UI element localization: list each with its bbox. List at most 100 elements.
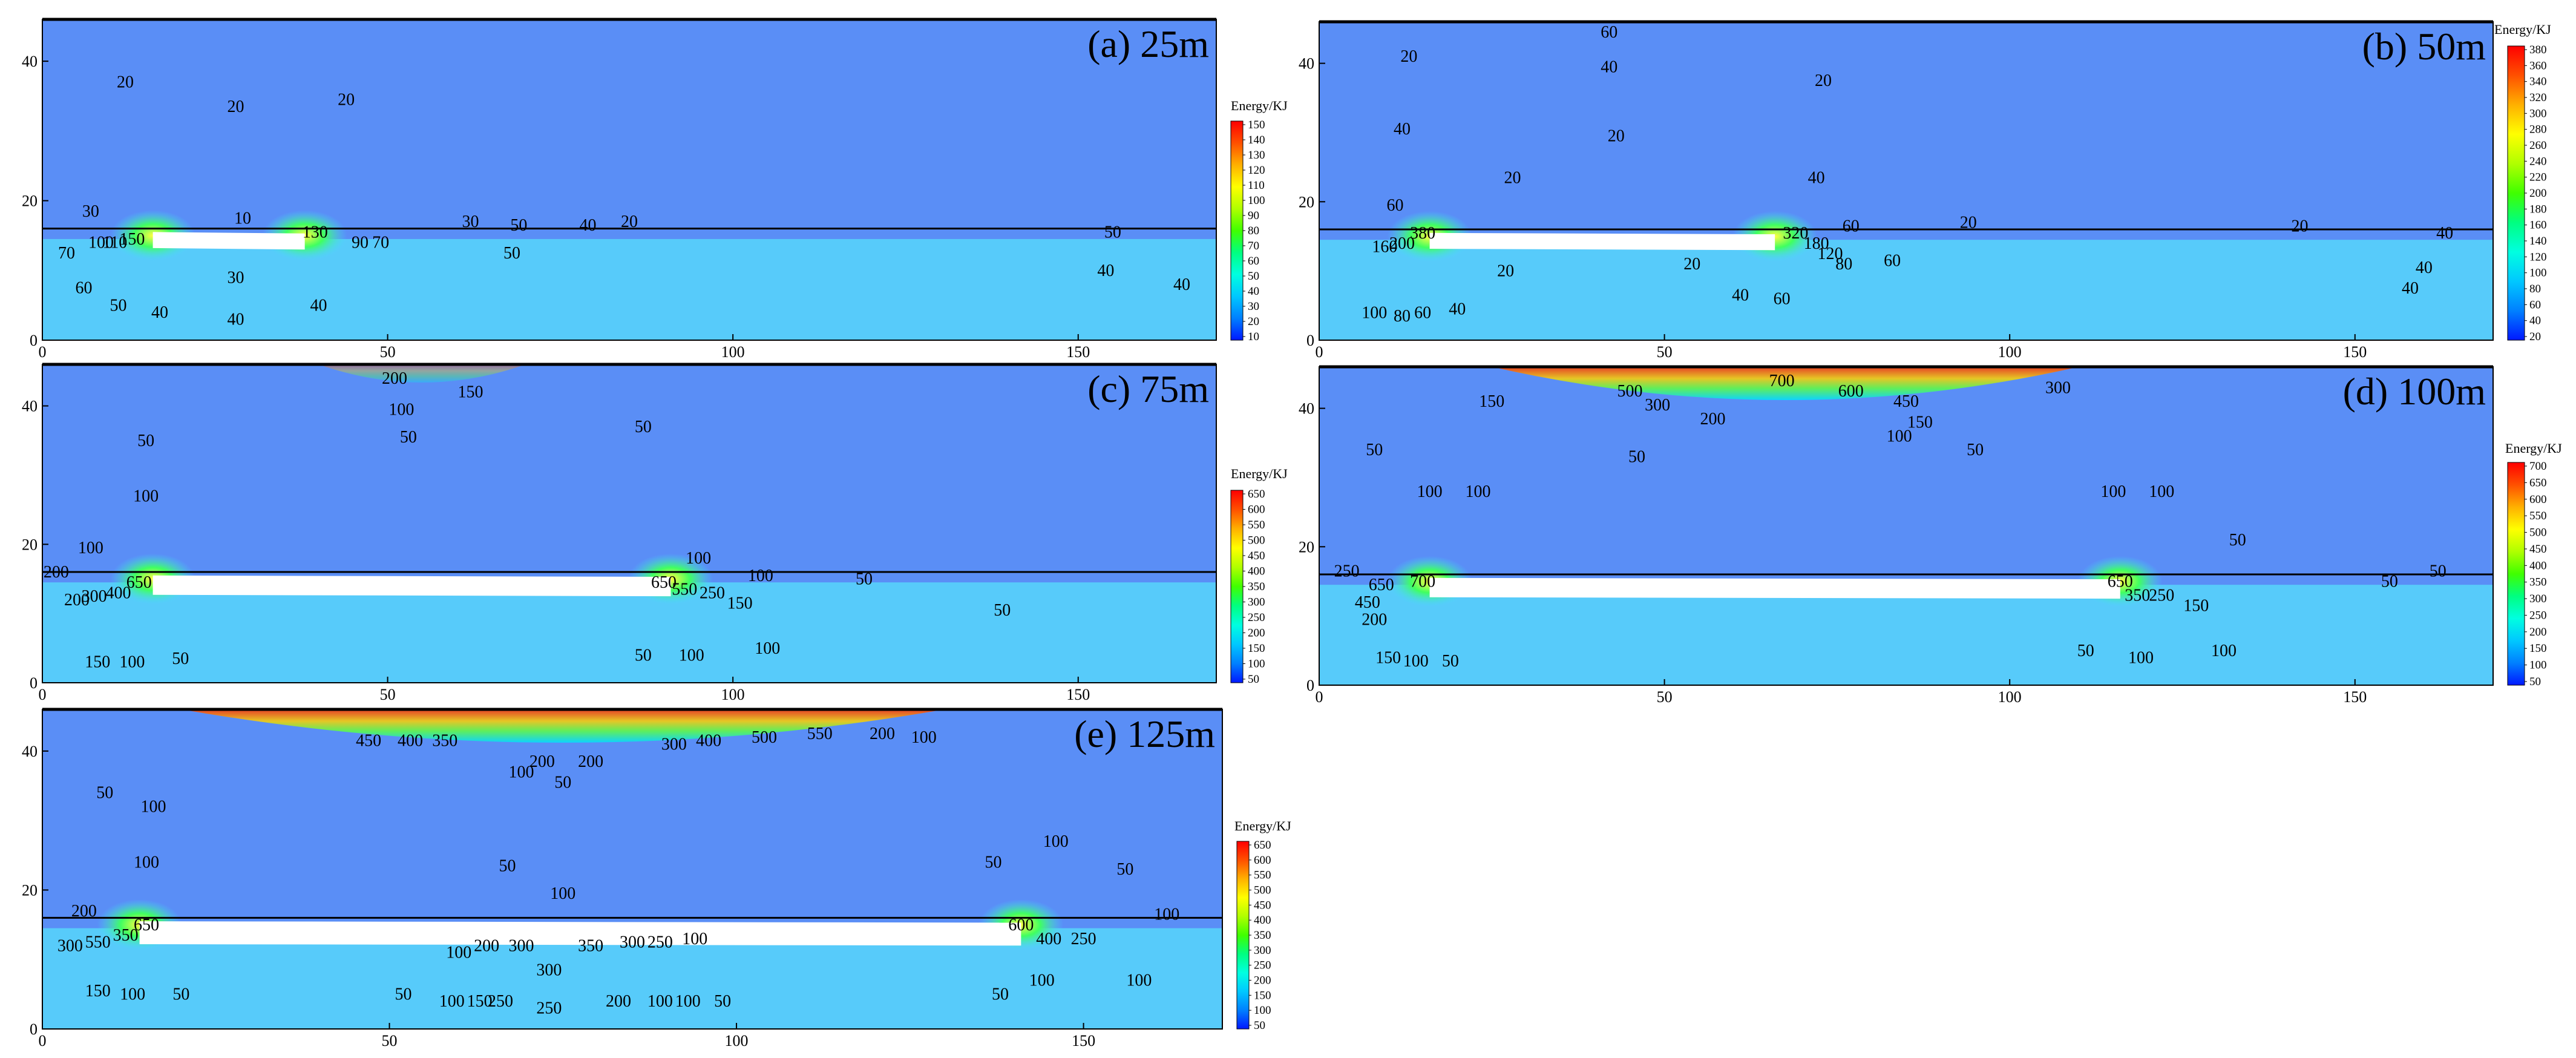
contour-label: 50: [2229, 531, 2246, 550]
contour-label: 20: [1815, 71, 1832, 90]
contour-label: 70: [58, 244, 75, 263]
colorbar-level-label: 70: [1248, 240, 1259, 252]
colorbar-level-label: 650: [1254, 839, 1271, 852]
y-tick-label: 40: [22, 53, 38, 70]
contour-label: 30: [462, 212, 479, 231]
contour-label: 50: [856, 570, 873, 588]
colorbar: [1236, 841, 1250, 1030]
contour-label: 300: [508, 936, 534, 955]
colorbar-level-label: 200: [1248, 627, 1265, 640]
colorbar-title: Energy/KJ: [1231, 466, 1288, 481]
colorbar-level-label: 350: [1248, 580, 1265, 593]
x-tick-label: 50: [382, 1032, 398, 1050]
colorbar-level-label: 650: [1248, 488, 1265, 501]
contour-label: 50: [503, 244, 520, 263]
contour-label: 50: [1116, 860, 1133, 879]
contour-label: 100: [1362, 303, 1387, 322]
x-tick-label: 150: [1066, 343, 1090, 361]
colorbar-level-label: 320: [2529, 91, 2547, 104]
x-tick-label: 100: [721, 343, 745, 361]
contour-label: 60: [75, 279, 92, 298]
contour-label: 40: [1808, 168, 1825, 187]
x-tick-label: 100: [725, 1032, 749, 1050]
contour-label: 100: [388, 400, 414, 419]
colorbar-level-label: 140: [2529, 235, 2547, 248]
panel-title: (d) 100m: [2343, 370, 2486, 413]
x-tick-label: 100: [721, 686, 745, 703]
contour-label: 100: [748, 567, 773, 585]
contour-label: 20: [1683, 255, 1700, 274]
colorbar-level-label: 50: [1248, 270, 1259, 283]
colorbar-title: Energy/KJ: [2505, 441, 2562, 456]
contour-label: 100: [141, 798, 166, 816]
colorbar-level-label: 340: [2529, 76, 2547, 88]
colorbar-level-label: 180: [2529, 203, 2547, 215]
contour-label: 200: [1389, 234, 1415, 253]
colorbar-level-label: 50: [1248, 673, 1259, 686]
colorbar-level-label: 300: [2529, 593, 2547, 605]
colorbar-level-label: 100: [1254, 1004, 1271, 1017]
contour-label: 60: [1601, 23, 1617, 42]
contour-label: 300: [1645, 396, 1670, 415]
contour-label: 160: [1372, 238, 1397, 257]
contour-label: 550: [807, 724, 833, 743]
colorbar-level-label: 150: [1248, 642, 1265, 655]
contour-label: 50: [635, 418, 652, 436]
contour-label: 150: [85, 653, 110, 672]
contour-label: 250: [536, 999, 562, 1018]
contour-label: 50: [992, 985, 1009, 1004]
x-tick-label: 50: [380, 343, 396, 361]
contour-label: 700: [1410, 572, 1435, 591]
contour-label: 350: [2125, 586, 2150, 605]
contour-label: 100: [686, 549, 711, 568]
contour-label: 150: [1479, 392, 1504, 411]
colorbar-level-label: 40: [1248, 285, 1259, 298]
contour-label: 400: [106, 583, 131, 602]
y-tick-label: 0: [1306, 332, 1314, 349]
colorbar-level-label: 550: [1254, 869, 1271, 882]
colorbar: [2507, 45, 2525, 341]
contour-label: 100: [1403, 652, 1429, 671]
colorbar-level-label: 160: [2529, 219, 2547, 232]
contour-label: 300: [57, 936, 83, 955]
contour-label: 100: [1126, 971, 1152, 990]
contour-label: 100: [133, 487, 159, 505]
colorbar-level-label: 280: [2529, 123, 2547, 136]
colorbar-level-label: 500: [1254, 884, 1271, 897]
contour-label: 20: [338, 91, 355, 110]
colorbar: [1230, 120, 1244, 341]
contour-label: 50: [554, 774, 571, 792]
contour-label: 100: [755, 639, 780, 658]
contour-label: 100: [647, 992, 673, 1011]
contour-label: 40: [2436, 224, 2453, 243]
energy-field-lower: [42, 582, 1216, 683]
contour-label: 650: [651, 573, 677, 592]
contour-label: 30: [82, 202, 99, 221]
colorbar-title: Energy/KJ: [1234, 818, 1291, 833]
contour-label: 100: [120, 985, 145, 1004]
contour-label: 180: [1804, 234, 1829, 253]
contour-label: 150: [119, 230, 145, 249]
colorbar-level-label: 450: [1248, 550, 1265, 562]
y-tick-label: 20: [1299, 538, 1314, 556]
contour-label: 60: [1414, 303, 1431, 322]
colorbar-level-label: 650: [2529, 476, 2547, 489]
contour-label: 40: [1449, 300, 1466, 319]
contour-label: 40: [1173, 275, 1190, 294]
colorbar-level-label: 200: [2529, 187, 2547, 200]
contour-label: 100: [2149, 482, 2174, 501]
contour-label: 100: [2128, 648, 2154, 667]
contour-label: 600: [1838, 382, 1864, 401]
contour-label: 550: [672, 580, 697, 599]
colorbar-level-label: 600: [1248, 504, 1265, 516]
contour-label: 300: [82, 587, 107, 606]
contour-label: 50: [985, 853, 1001, 872]
panel-title: (e) 125m: [1074, 712, 1215, 755]
colorbar-level-label: 100: [2529, 267, 2547, 280]
roof-energy-band: [1492, 367, 2079, 400]
contour-label: 200: [578, 752, 603, 771]
contour-label: 450: [1893, 392, 1919, 411]
colorbar-level-label: 60: [2529, 298, 2541, 311]
